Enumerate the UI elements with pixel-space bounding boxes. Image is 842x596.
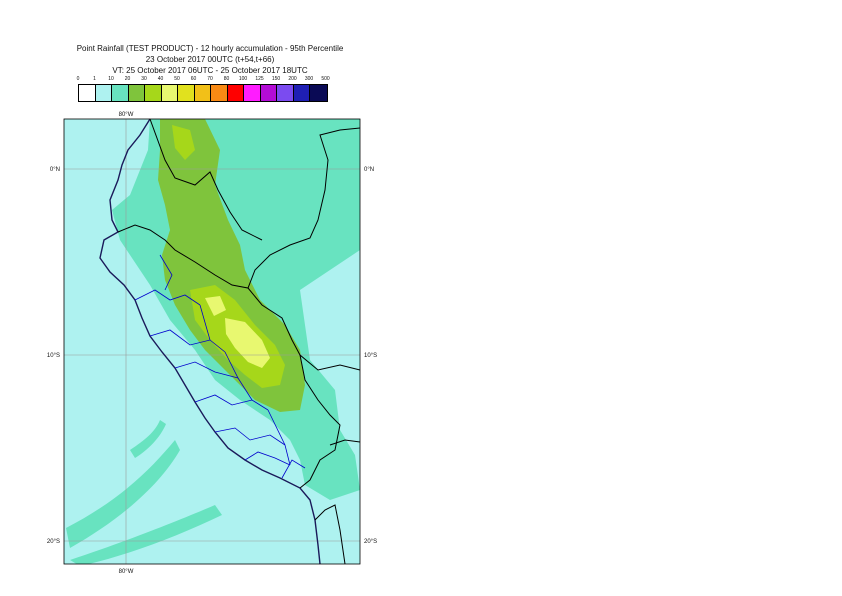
legend-labels: 0 1 10 20 30 40 50 60 70 80 100 125 150 200 300 500 xyxy=(70,76,360,86)
offshore-rain-band xyxy=(66,440,180,548)
legend-swatch xyxy=(293,85,310,101)
legend-swatch xyxy=(310,85,327,101)
legend-swatch xyxy=(260,85,277,101)
legend-label: 70 xyxy=(207,76,213,82)
lat-label-left-20s: 20°S xyxy=(47,539,60,545)
legend-swatch xyxy=(194,85,211,101)
legend-label: 500 xyxy=(321,76,330,82)
region-boundaries xyxy=(134,254,306,479)
coastline xyxy=(99,118,321,565)
legend-label: 300 xyxy=(304,76,314,82)
legend-label: 60 xyxy=(190,76,197,82)
legend-swatch xyxy=(79,85,96,101)
lat-label-right-10s: 10°S xyxy=(364,353,377,359)
national-borders xyxy=(117,118,361,565)
legend-label: 80 xyxy=(223,76,230,82)
map-title-line2: 23 October 2017 00UTC (t+54,t+66) xyxy=(145,55,275,64)
legend-swatch xyxy=(145,85,162,101)
offshore-rain-band xyxy=(130,420,166,458)
very-heavy-rain-area xyxy=(172,125,195,160)
legend-swatch xyxy=(178,85,195,101)
legend-swatch xyxy=(112,85,129,101)
legend-label: 40 xyxy=(157,76,164,82)
legend-label: 20 xyxy=(124,76,131,82)
lat-label-right-20s: 20°S xyxy=(364,539,377,545)
legend-label: 1 xyxy=(93,76,96,82)
legend-label: 50 xyxy=(174,76,180,82)
legend-color-bar xyxy=(78,84,328,102)
map-field xyxy=(64,119,360,564)
map-frame xyxy=(63,118,361,565)
legend-swatch xyxy=(211,85,228,101)
legend-swatch xyxy=(227,85,244,101)
legend-label: 0 xyxy=(76,76,80,82)
legend-label: 150 xyxy=(271,76,281,82)
map-title-line3: VT: 25 October 2017 06UTC - 25 October 2… xyxy=(112,66,308,75)
lon-label-bottom: 80°W xyxy=(119,569,134,575)
legend-label: 125 xyxy=(255,76,264,82)
legend-label: 30 xyxy=(141,76,147,82)
legend-label: 100 xyxy=(238,76,248,82)
legend-label: 200 xyxy=(288,76,297,82)
lat-label-left-0: 0°N xyxy=(50,167,60,173)
peak-rain-area xyxy=(205,296,226,316)
offshore-rain-band xyxy=(70,505,222,564)
map-title-line1: Point Rainfall (TEST PRODUCT) - 12 hourl… xyxy=(76,44,344,53)
graticule xyxy=(64,119,360,564)
legend-swatch xyxy=(128,85,145,101)
peak-rain-area xyxy=(225,318,270,368)
legend-swatch xyxy=(161,85,178,101)
lat-label-left-10s: 10°S xyxy=(47,353,60,359)
legend-swatch xyxy=(244,85,261,101)
legend-swatch xyxy=(95,85,112,101)
legend-label: 10 xyxy=(108,76,114,82)
lon-label-top: 80°W xyxy=(119,112,134,118)
lat-label-right-0: 0°N xyxy=(364,167,374,173)
legend-swatch xyxy=(277,85,294,101)
